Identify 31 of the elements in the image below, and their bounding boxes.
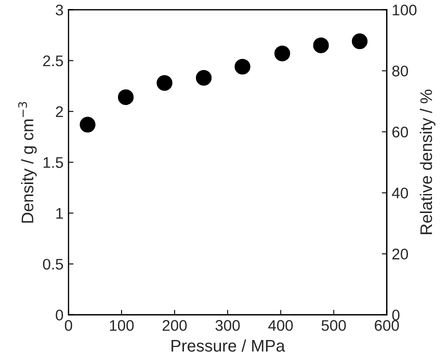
y-tick-label: 1.5	[44, 157, 64, 168]
y-tick-label: 2	[56, 106, 63, 117]
point	[234, 58, 250, 75]
x-tick-label: 600	[374, 320, 399, 331]
y2-tick-label: 100	[392, 4, 417, 16]
x-tick-label: 400	[268, 320, 293, 331]
y-axis-title: Density / g cm$^{−3}$	[18, 102, 37, 223]
x-tick-label: 0	[64, 320, 72, 331]
y-tick-label: 0	[56, 310, 64, 320]
point	[313, 37, 329, 54]
y-tick-label: 1	[56, 208, 63, 219]
y2-tick-label: 40	[392, 188, 408, 198]
y2-tick-label: 20	[392, 248, 408, 260]
point	[274, 46, 290, 62]
y-tick-label: 2.5	[43, 55, 64, 66]
x-tick-label: 100	[110, 320, 134, 331]
y2-tick-label: 60	[392, 126, 408, 138]
point	[156, 75, 172, 91]
x-tick-label: 200	[162, 320, 187, 331]
y2-tick-label: 80	[392, 66, 408, 76]
y-tick-label: 3	[56, 4, 63, 16]
point	[118, 89, 134, 106]
y2-axis-title: Relative density / %	[420, 90, 436, 234]
y-tick-label: 0.5	[43, 258, 64, 270]
point	[352, 33, 368, 50]
x-axis-title: Pressure / MPa	[172, 339, 286, 352]
x-tick-label: 500	[322, 320, 346, 331]
y2-tick-label: 0	[392, 310, 400, 320]
point	[196, 70, 212, 86]
x-tick-label: 300	[215, 320, 240, 331]
point	[80, 116, 96, 133]
